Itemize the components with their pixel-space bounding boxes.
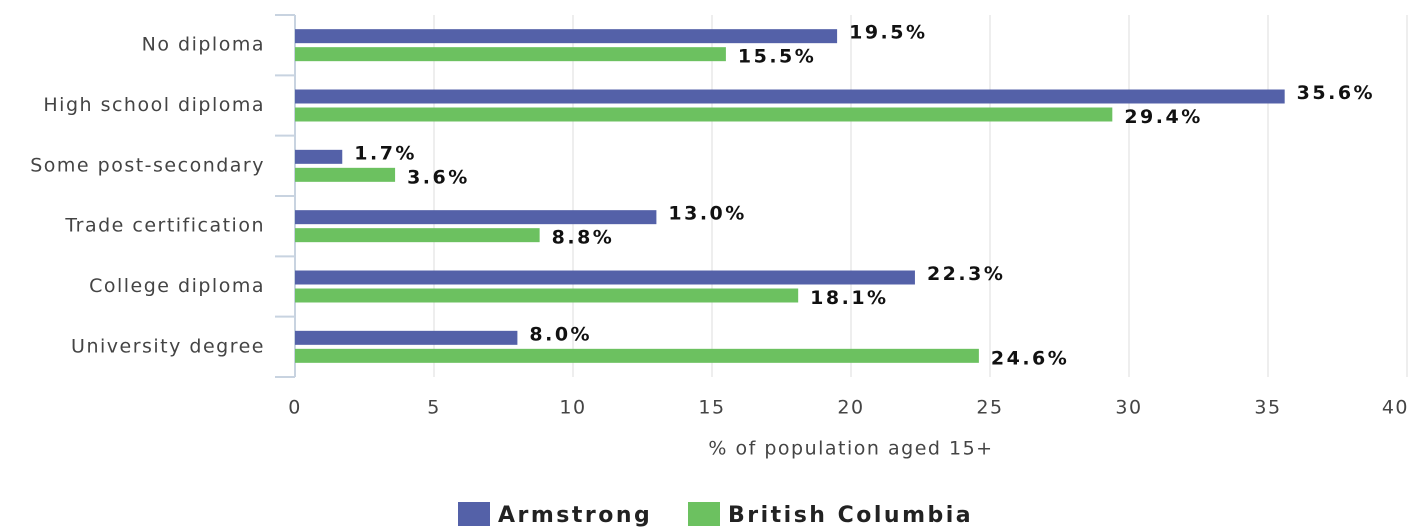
- value-label: 19.5%: [849, 22, 927, 44]
- legend-label: Armstrong: [498, 503, 652, 527]
- bar: [295, 210, 657, 225]
- value-label: 24.6%: [991, 347, 1069, 369]
- bar: [295, 270, 915, 285]
- bar: [295, 89, 1285, 104]
- x-tick-label: 35: [1254, 397, 1281, 419]
- y-tick-label: High school diploma: [43, 94, 265, 116]
- value-label: 8.0%: [529, 323, 592, 345]
- value-label: 35.6%: [1297, 82, 1375, 104]
- x-tick-label: 40: [1382, 397, 1409, 419]
- value-label: 22.3%: [927, 263, 1005, 285]
- y-tick-label: College diploma: [89, 275, 265, 297]
- value-label: 29.4%: [1124, 106, 1202, 128]
- x-tick-label: 25: [976, 397, 1003, 419]
- y-tick-label: No diploma: [142, 34, 265, 56]
- bar: [295, 107, 1113, 122]
- bar: [295, 167, 396, 182]
- value-label: 15.5%: [738, 46, 816, 68]
- bar: [295, 228, 540, 243]
- y-tick-label: University degree: [71, 335, 265, 357]
- bar: [295, 29, 838, 44]
- x-tick-label: 5: [427, 397, 441, 419]
- x-tick-label: 30: [1115, 397, 1142, 419]
- bar: [295, 47, 726, 62]
- x-tick-label: 0: [288, 397, 302, 419]
- y-tick-label: Trade certification: [64, 215, 265, 237]
- value-label: 1.7%: [354, 142, 417, 164]
- x-tick-label: 20: [837, 397, 864, 419]
- legend-label: British Columbia: [728, 503, 973, 527]
- y-tick-label: Some post-secondary: [30, 154, 265, 176]
- bar: [295, 149, 343, 164]
- x-tick-label: 10: [559, 397, 586, 419]
- x-tick-label: 15: [698, 397, 725, 419]
- legend-swatch: [688, 502, 720, 526]
- bar: [295, 330, 518, 345]
- x-axis-title: % of population aged 15+: [708, 438, 993, 460]
- value-label: 18.1%: [810, 287, 888, 309]
- bar: [295, 288, 799, 303]
- legend-swatch: [458, 502, 490, 526]
- value-label: 3.6%: [407, 166, 470, 188]
- bar: [295, 348, 979, 363]
- value-label: 13.0%: [668, 203, 746, 225]
- value-label: 8.8%: [552, 227, 615, 249]
